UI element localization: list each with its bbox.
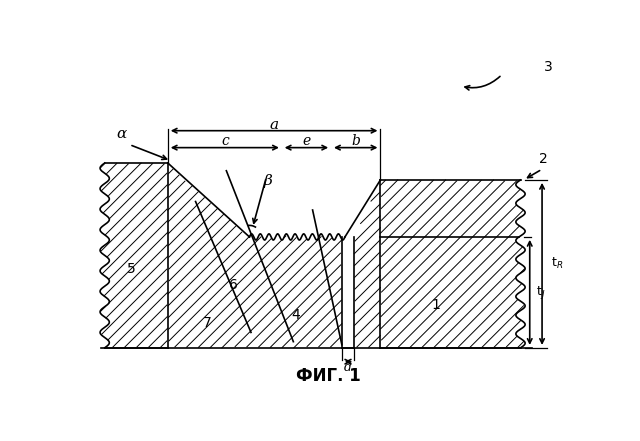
Text: c: c [221, 135, 228, 149]
Text: 3: 3 [544, 60, 552, 74]
Text: ФИГ. 1: ФИГ. 1 [296, 366, 360, 385]
Polygon shape [354, 180, 380, 348]
Text: 1: 1 [431, 298, 440, 312]
Polygon shape [380, 180, 525, 348]
Text: t$_J$: t$_J$ [536, 284, 545, 301]
Polygon shape [100, 163, 168, 348]
Text: α: α [116, 127, 127, 142]
Text: t$_R$: t$_R$ [551, 256, 564, 272]
Text: 7: 7 [203, 316, 211, 330]
Text: d: d [344, 361, 352, 374]
Text: 4: 4 [291, 308, 300, 322]
Text: β: β [264, 174, 273, 187]
Text: 5: 5 [127, 262, 135, 276]
Polygon shape [168, 163, 342, 348]
Text: b: b [351, 135, 360, 149]
Text: 6: 6 [229, 277, 237, 292]
Text: 2: 2 [540, 152, 548, 166]
Text: e: e [302, 135, 310, 149]
FancyArrowPatch shape [465, 76, 500, 90]
Text: a: a [269, 118, 278, 131]
